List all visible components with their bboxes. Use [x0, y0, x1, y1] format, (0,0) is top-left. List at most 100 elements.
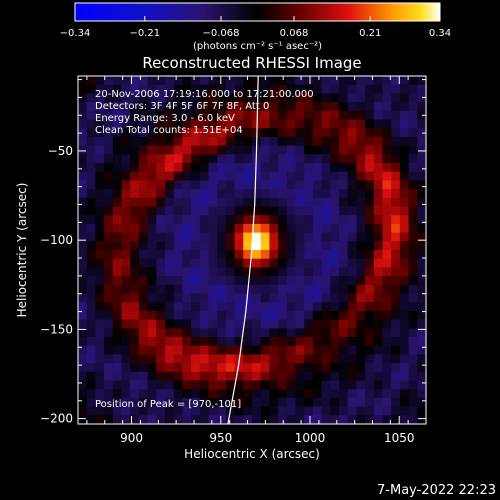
heatmap-cell [95, 180, 105, 190]
heatmap-cell [86, 371, 96, 382]
heatmap-cell [382, 284, 392, 295]
heatmap-cell [399, 84, 410, 94]
heatmap-cell [286, 232, 297, 242]
heatmap-cell [78, 223, 88, 234]
heatmap-cell [286, 154, 297, 164]
heatmap-cell [391, 93, 401, 103]
heatmap-cell [252, 406, 262, 416]
heatmap-cell [321, 110, 331, 121]
heatmap-cell [199, 319, 210, 329]
heatmap-cell [191, 119, 201, 129]
heatmap-cell [382, 371, 392, 382]
heatmap-cell [286, 319, 297, 329]
heatmap-cell [147, 354, 157, 364]
heatmap-cell [156, 163, 166, 173]
y-axis-label: Heliocentric Y (arcsec) [15, 183, 29, 318]
heatmap-cell [339, 102, 349, 112]
heatmap-cell [286, 310, 297, 321]
heatmap-cell [243, 310, 253, 321]
heatmap-cell [121, 128, 131, 138]
peak-position-label: Position of Peak = [970,-101] [95, 399, 241, 410]
heatmap-cell [217, 145, 227, 155]
heatmap-cell [391, 337, 401, 347]
heatmap-cell [260, 380, 270, 390]
heatmap-cell [138, 293, 149, 303]
heatmap-cell [252, 250, 262, 260]
heatmap-cell [112, 389, 123, 399]
heatmap-cell [173, 363, 183, 373]
heatmap-cell [156, 154, 166, 164]
heatmap-cell [147, 380, 157, 390]
heatmap-cell [260, 337, 270, 347]
heatmap-cell [173, 328, 183, 338]
heatmap-cell [165, 223, 175, 234]
heatmap-cell [399, 180, 410, 190]
heatmap-cell [225, 389, 236, 399]
heatmap-cell [399, 302, 410, 312]
heatmap-cell [304, 241, 314, 251]
heatmap-cell [217, 267, 227, 277]
heatmap-cell [147, 371, 157, 382]
heatmap-cell [243, 319, 253, 329]
heatmap-cell [156, 302, 166, 312]
heatmap-cell [269, 293, 279, 303]
heatmap-cell [278, 302, 288, 312]
heatmap-cell [78, 310, 88, 321]
heatmap-cell [156, 345, 166, 355]
heatmap-cell [104, 128, 114, 138]
heatmap-cell [365, 276, 375, 286]
heatmap-cell [112, 363, 123, 373]
heatmap-cell [252, 337, 262, 347]
heatmap-cell [156, 284, 166, 295]
heatmap-cell [278, 84, 288, 94]
heatmap-cell [104, 136, 114, 147]
heatmap-cell [295, 102, 305, 112]
heatmap-cell [252, 302, 262, 312]
heatmap-cell [121, 154, 131, 164]
heatmap-cell [356, 319, 366, 329]
heatmap-cell [217, 371, 227, 382]
heatmap-cell [391, 415, 401, 424]
heatmap-cell [121, 380, 131, 390]
heatmap-cell [78, 328, 88, 338]
heatmap-cell [304, 250, 314, 260]
heatmap-cell [339, 136, 349, 147]
heatmap-cell [382, 223, 392, 234]
heatmap-cell [121, 319, 131, 329]
heatmap-cell [234, 250, 244, 260]
heatmap-cell [295, 215, 305, 225]
heatmap-cell [225, 215, 236, 225]
heatmap-cell [138, 223, 149, 234]
heatmap-cell [339, 206, 349, 216]
heatmap-cell [121, 119, 131, 129]
heatmap-cell [408, 119, 418, 129]
heatmap-cell [173, 406, 183, 416]
heatmap-cell [295, 293, 305, 303]
heatmap-cell [295, 302, 305, 312]
heatmap-cell [95, 284, 105, 295]
heatmap-cell [321, 354, 331, 364]
heatmap-cell [339, 250, 349, 260]
heatmap-cell [86, 406, 96, 416]
heatmap-cell [295, 337, 305, 347]
heatmap-cell [191, 258, 201, 268]
heatmap-cell [330, 110, 340, 121]
heatmap-cell [173, 223, 183, 234]
heatmap-cell [304, 302, 314, 312]
heatmap-cell [156, 258, 166, 268]
heatmap-cell [260, 171, 270, 181]
heatmap-cell [356, 223, 366, 234]
heatmap-cell [260, 319, 270, 329]
heatmap-cell [138, 380, 149, 390]
heatmap-cell [243, 171, 253, 181]
heatmap-cell [417, 189, 426, 199]
heatmap-cell [356, 380, 366, 390]
heatmap-cell [373, 215, 384, 225]
heatmap-cell [130, 250, 140, 260]
heatmap-cell [356, 241, 366, 251]
heatmap-cell [234, 258, 244, 268]
heatmap-cell [321, 145, 331, 155]
heatmap-cell [208, 154, 218, 164]
heatmap-cell [112, 371, 123, 382]
heatmap-cell [312, 258, 323, 268]
